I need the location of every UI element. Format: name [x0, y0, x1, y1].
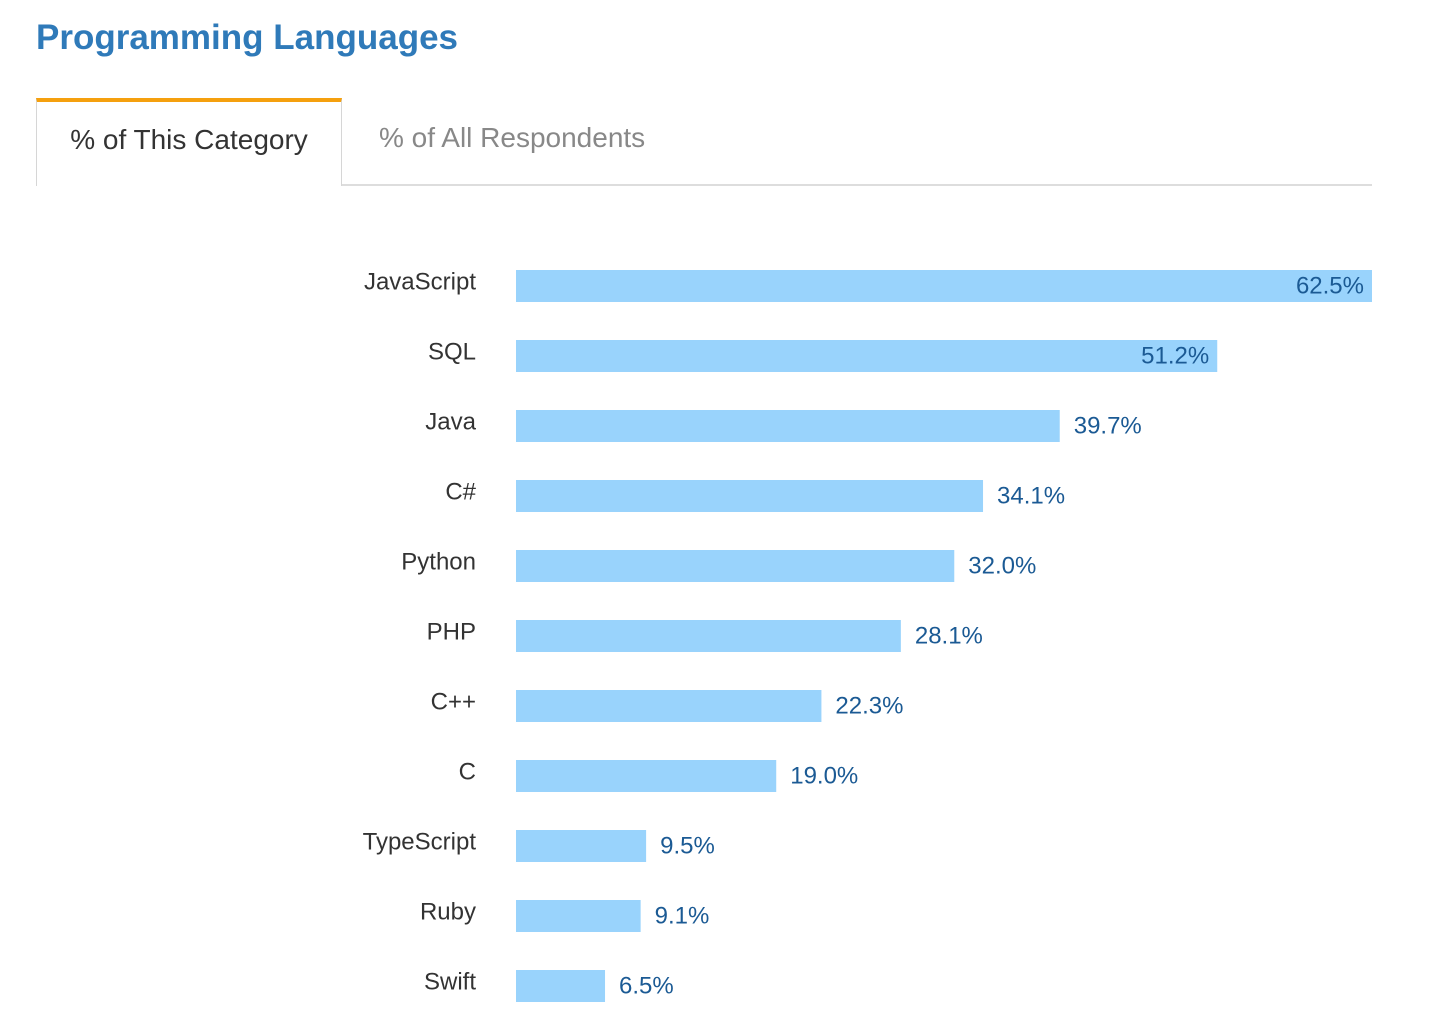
bar-typescript[interactable] — [516, 830, 647, 862]
category-label-java: Java — [425, 408, 476, 435]
bar-c[interactable] — [516, 760, 777, 792]
bar-java[interactable] — [516, 410, 1060, 442]
bar-chart: JavaScript 62.5% SQL 51.2% Java 39.7% C# 34.1% P… — [363, 268, 1372, 1002]
page-title: Programming Languages — [36, 18, 459, 57]
bar-php[interactable] — [516, 620, 901, 652]
value-label-csharp: 34.1% — [997, 482, 1065, 509]
value-label-c: 19.0% — [790, 762, 858, 789]
category-label-sql: SQL — [428, 338, 476, 365]
value-label-swift: 6.5% — [619, 972, 674, 999]
value-label-java: 39.7% — [1074, 412, 1142, 439]
bar-sql[interactable] — [516, 340, 1218, 372]
tab-this-category[interactable]: % of This Category — [36, 98, 342, 186]
value-label-sql: 51.2% — [1141, 342, 1209, 369]
category-label-csharp: C# — [445, 478, 476, 505]
tab-all-respondents[interactable]: % of All Respondents — [379, 122, 646, 153]
category-label-swift: Swift — [424, 968, 476, 995]
bar-javascript[interactable] — [516, 270, 1372, 302]
bar-swift[interactable] — [516, 970, 606, 1002]
category-label-javascript: JavaScript — [364, 268, 476, 295]
tab-bar: % of This Category % of All Respondents — [36, 98, 1372, 186]
category-label-cplusplus: C++ — [431, 688, 476, 715]
value-label-ruby: 9.1% — [655, 902, 710, 929]
bar-cplusplus[interactable] — [516, 690, 822, 722]
value-label-cplusplus: 22.3% — [835, 692, 903, 719]
bar-ruby[interactable] — [516, 900, 641, 932]
value-label-typescript: 9.5% — [660, 832, 715, 859]
category-label-php: PHP — [427, 618, 476, 645]
category-label-ruby: Ruby — [420, 898, 476, 925]
bar-csharp[interactable] — [516, 480, 984, 512]
category-label-python: Python — [401, 548, 476, 575]
value-label-python: 32.0% — [968, 552, 1036, 579]
category-label-c: C — [459, 758, 476, 785]
value-label-php: 28.1% — [915, 622, 983, 649]
bar-python[interactable] — [516, 550, 955, 582]
category-label-typescript: TypeScript — [363, 828, 477, 855]
value-label-javascript: 62.5% — [1296, 272, 1364, 299]
